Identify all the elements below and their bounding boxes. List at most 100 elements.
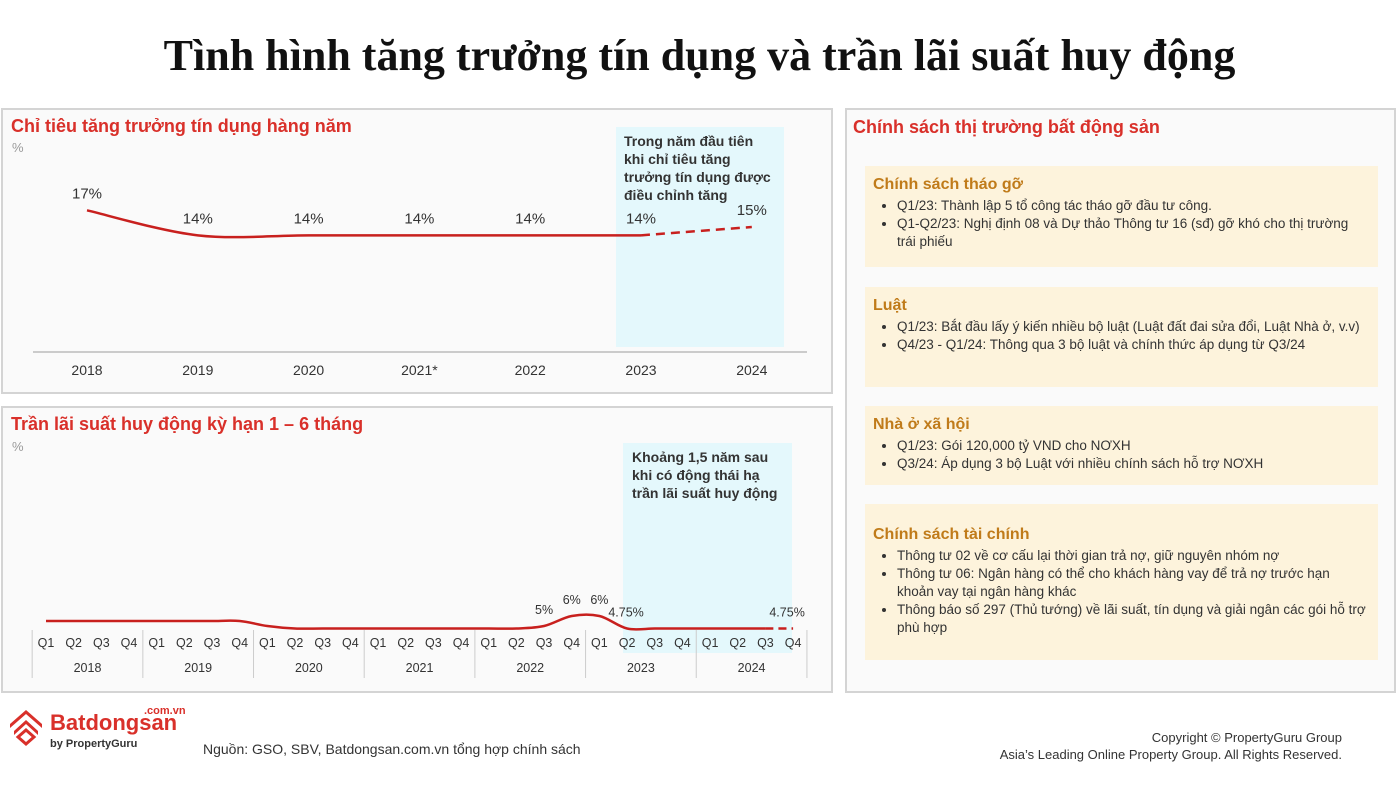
series-line-actual bbox=[46, 613, 766, 631]
chart2-unit: % bbox=[12, 439, 24, 454]
policy-box-law: Luật Q1/23: Bắt đầu lấy ý kiến nhiều bộ … bbox=[865, 287, 1378, 387]
chart2-annotation: Khoảng 1,5 năm sau khi có động thái hạ t… bbox=[632, 448, 777, 502]
x-tick-label: Q1 bbox=[259, 636, 276, 650]
year-label: 2021 bbox=[406, 661, 434, 675]
x-tick-label: Q2 bbox=[65, 636, 82, 650]
data-label: 15% bbox=[737, 202, 767, 219]
year-label: 2019 bbox=[184, 661, 212, 675]
copyright-line: Asia’s Leading Online Property Group. Al… bbox=[999, 747, 1342, 762]
x-tick-label: Q4 bbox=[785, 636, 802, 650]
policy-panel: Chính sách thị trường bất động sản Chính… bbox=[845, 108, 1396, 693]
deposit-rate-panel: Trần lãi suất huy động kỳ hạn 1 – 6 thán… bbox=[1, 406, 833, 693]
annotation-line: khi chỉ tiêu tăng bbox=[624, 151, 731, 167]
x-tick-label: Q4 bbox=[231, 636, 248, 650]
x-tick-label: Q1 bbox=[591, 636, 608, 650]
data-label: 14% bbox=[294, 210, 324, 227]
page-title: Tình hình tăng trưởng tín dụng và trần l… bbox=[163, 31, 1236, 80]
x-tick-label: Q2 bbox=[508, 636, 525, 650]
chart1-unit: % bbox=[12, 140, 24, 155]
chart1-title: Chỉ tiêu tăng trưởng tín dụng hàng năm bbox=[11, 116, 352, 136]
annotation-line: trần lãi suất huy động bbox=[632, 485, 778, 501]
data-label: 4.75% bbox=[608, 606, 643, 620]
data-label: 14% bbox=[183, 210, 213, 227]
policy-item: Q1-Q2/23: Nghị định 08 và Dự thảo Thông … bbox=[897, 215, 1370, 251]
credit-growth-chart: 17% 14% 14% 14% 14% 14% 15% 2018 2019 2020 2021* 20… bbox=[33, 185, 807, 378]
x-tick-label: Q4 bbox=[674, 636, 691, 650]
brand-name: Batdongsan bbox=[50, 710, 178, 735]
year-label: 2024 bbox=[738, 661, 766, 675]
x-tick-label: Q2 bbox=[397, 636, 414, 650]
x-tick-label: 2019 bbox=[182, 362, 213, 378]
annotation-line: điều chỉnh tăng bbox=[624, 187, 728, 203]
x-tick-label: Q4 bbox=[342, 636, 359, 650]
batdongsan-logo-icon bbox=[10, 710, 42, 746]
policy-box-social-housing: Nhà ở xã hội Q1/23: Gói 120,000 tỷ VND c… bbox=[865, 406, 1378, 485]
annotation-line: Khoảng 1,5 năm sau bbox=[632, 449, 769, 465]
x-tick-label: Q3 bbox=[536, 636, 553, 650]
policy-item: Q1/23: Bắt đầu lấy ý kiến nhiều bộ luật … bbox=[897, 318, 1370, 336]
copyright: Copyright © PropertyGuru Group Asia’s Le… bbox=[1000, 729, 1342, 763]
data-label: 4.75% bbox=[769, 606, 804, 620]
policy-box-finance: Chính sách tài chính Thông tư 02 về cơ c… bbox=[865, 504, 1378, 660]
x-tick-label: Q1 bbox=[370, 636, 387, 650]
x-tick-label: Q3 bbox=[204, 636, 221, 650]
policy-item: Q1/23: Thành lập 5 tổ công tác tháo gỡ đ… bbox=[897, 197, 1370, 215]
x-tick-label: Q2 bbox=[176, 636, 193, 650]
highlight-2023-2024 bbox=[623, 443, 792, 653]
brand-by: by PropertyGuru bbox=[50, 738, 138, 750]
data-label: 6% bbox=[590, 593, 608, 607]
policy-item: Q1/23: Gói 120,000 tỷ VND cho NƠXH bbox=[897, 437, 1370, 455]
x-tick-label: Q3 bbox=[314, 636, 331, 650]
x-tick-label: Q1 bbox=[480, 636, 497, 650]
policy-item: Thông tư 06: Ngân hàng có thể cho khách … bbox=[897, 565, 1370, 601]
data-label: 14% bbox=[515, 210, 545, 227]
brand-domain: .com.vn bbox=[144, 705, 186, 717]
policy-heading: Chính sách tài chính bbox=[873, 526, 1030, 543]
data-label: 17% bbox=[72, 185, 102, 202]
highlight-2023-2024 bbox=[616, 127, 784, 347]
x-tick-label: 2023 bbox=[625, 362, 656, 378]
data-label: 14% bbox=[626, 210, 656, 227]
chart2-title: Trần lãi suất huy động kỳ hạn 1 – 6 thán… bbox=[11, 414, 364, 434]
x-tick-label: 2021* bbox=[401, 362, 438, 378]
x-tick-label: Q4 bbox=[121, 636, 138, 650]
x-tick-label: Q4 bbox=[563, 636, 580, 650]
data-label: 5% bbox=[535, 603, 553, 617]
policy-item: Thông tư 02 về cơ cấu lại thời gian trả … bbox=[897, 547, 1370, 565]
x-tick-label: Q3 bbox=[425, 636, 442, 650]
x-tick-label: Q4 bbox=[453, 636, 470, 650]
x-tick-label: Q2 bbox=[619, 636, 636, 650]
x-tick-label: Q2 bbox=[729, 636, 746, 650]
series-line-projected bbox=[640, 225, 752, 237]
x-tick-label: Q2 bbox=[287, 636, 304, 650]
policy-heading: Nhà ở xã hội bbox=[873, 416, 970, 433]
credit-growth-panel: Chỉ tiêu tăng trưởng tín dụng hàng năm %… bbox=[1, 108, 833, 394]
x-tick-label: Q1 bbox=[702, 636, 719, 650]
policy-item: Q3/24: Áp dụng 3 bộ Luật với nhiều chính… bbox=[897, 455, 1370, 473]
year-label: 2020 bbox=[295, 661, 323, 675]
year-label: 2023 bbox=[627, 661, 655, 675]
source-note: Nguồn: GSO, SBV, Batdongsan.com.vn tổng … bbox=[203, 741, 581, 757]
annotation-line: Trong năm đầu tiên bbox=[624, 133, 754, 149]
x-tick-label: 2018 bbox=[71, 362, 102, 378]
policy-heading: Chính sách tháo gỡ bbox=[873, 176, 1024, 193]
series-line-actual bbox=[86, 209, 641, 239]
annotation-line: trưởng tín dụng được bbox=[624, 169, 771, 185]
x-tick-label: Q1 bbox=[148, 636, 165, 650]
policy-title: Chính sách thị trường bất động sản bbox=[853, 117, 1160, 137]
x-tick-label: Q3 bbox=[757, 636, 774, 650]
policy-item: Thông báo số 297 (Thủ tướng) về lãi suất… bbox=[897, 601, 1370, 637]
data-label: 14% bbox=[404, 210, 434, 227]
x-tick-label: Q3 bbox=[93, 636, 110, 650]
policy-item: Q4/23 - Q1/24: Thông qua 3 bộ luật và ch… bbox=[897, 336, 1370, 354]
x-tick-label: 2020 bbox=[293, 362, 324, 378]
x-tick-label: 2022 bbox=[515, 362, 546, 378]
year-label: 2018 bbox=[74, 661, 102, 675]
year-label: 2022 bbox=[516, 661, 544, 675]
data-label: 6% bbox=[563, 593, 581, 607]
chart1-annotation: Trong năm đầu tiên khi chỉ tiêu tăng trư… bbox=[624, 132, 771, 204]
x-tick-label: Q1 bbox=[38, 636, 55, 650]
annotation-line: khi có động thái hạ bbox=[632, 467, 760, 483]
policy-box-untangle: Chính sách tháo gỡ Q1/23: Thành lập 5 tổ… bbox=[865, 166, 1378, 267]
